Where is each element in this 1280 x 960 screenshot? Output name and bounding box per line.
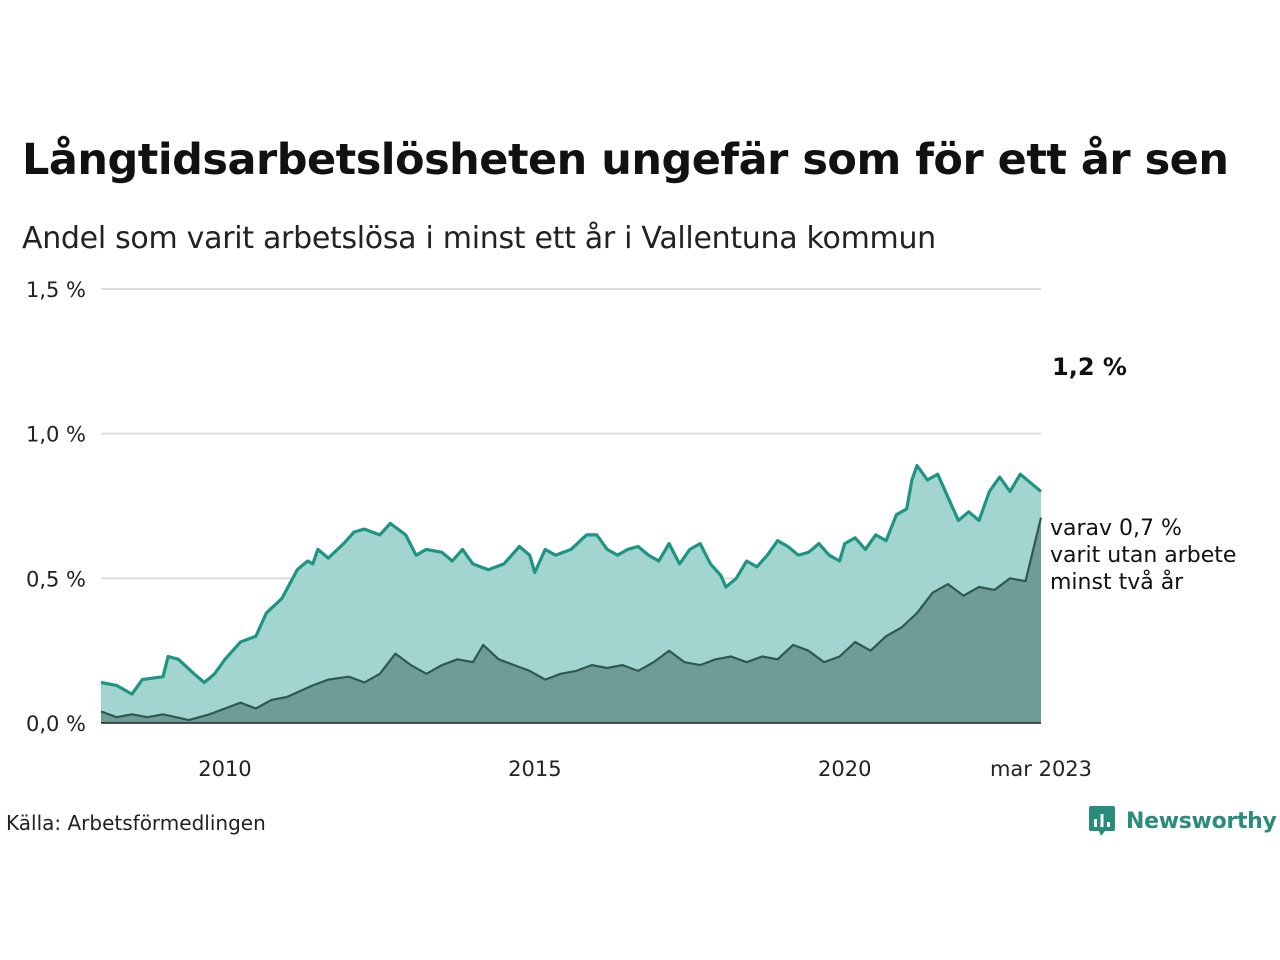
chart-title: Långtidsarbetslösheten ungefär som för e…: [22, 135, 1229, 185]
long-term-label-line: varav 0,7 %: [1050, 516, 1182, 541]
chart-subtitle: Andel som varit arbetslösa i minst ett å…: [22, 221, 936, 256]
x-tick-label: 2010: [198, 757, 251, 781]
x-tick-label: 2015: [508, 757, 561, 781]
x-tick-label: mar 2023: [990, 757, 1092, 781]
brand-logo: Newsworthy: [1088, 803, 1277, 839]
y-tick-label: 0,5 %: [26, 567, 86, 591]
y-tick-label: 0,0 %: [26, 712, 86, 736]
end-value-label: 1,2 %: [1052, 353, 1127, 381]
long-term-line: [100, 517, 1043, 722]
x-tick-label: 2020: [818, 757, 871, 781]
long-term-label-line: varit utan arbete: [1050, 543, 1236, 568]
y-tick-label: 1,0 %: [26, 423, 86, 447]
brand-name: Newsworthy: [1126, 808, 1277, 834]
total-line: [100, 463, 1043, 696]
newsworthy-logo-icon: [1089, 806, 1115, 836]
axis-layer: 0,0 % 0,5 % 1,0 % 1,5 % 2010 2015 2020 mar 2023: [26, 278, 1092, 781]
y-tick-label: 1,5 %: [26, 278, 86, 302]
long-term-area: [101, 517, 1041, 723]
area-layer: [100, 463, 1043, 723]
long-term-label-line: minst två år: [1050, 569, 1184, 595]
source-note: Källa: Arbetsförmedlingen: [6, 811, 266, 835]
